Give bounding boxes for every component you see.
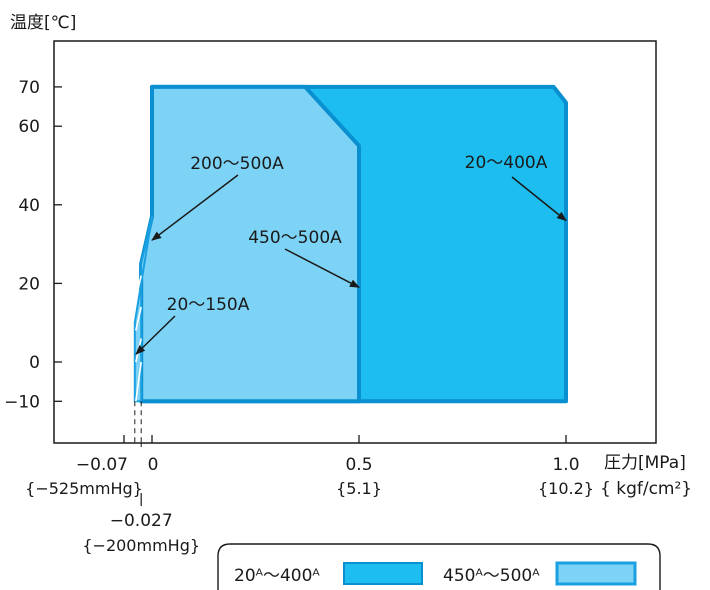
annotation-label: 200〜500A xyxy=(190,154,284,174)
region-layer xyxy=(133,84,568,404)
legend-swatch-1 xyxy=(555,561,637,586)
y-tick-label: 0 xyxy=(29,353,40,373)
x-tick-sublabel: {5.1} xyxy=(336,479,382,498)
annotation-label: 450〜500A xyxy=(248,228,342,248)
series-region-2 xyxy=(133,215,153,403)
x-tick-label: 0.5 xyxy=(345,455,372,475)
y-tick-label: −10 xyxy=(4,392,40,412)
x-tick-label: 0 xyxy=(148,455,159,475)
y-tick-label: 60 xyxy=(18,117,40,137)
extra-tick-label: −0.027 xyxy=(110,511,173,531)
annotation-arrow xyxy=(135,315,176,355)
legend-label-0: 20ᴬ〜400ᴬ xyxy=(234,566,320,586)
y-axis-title: 温度[℃] xyxy=(10,13,76,33)
plot-frame xyxy=(53,40,657,444)
x-axis-title-unit: { kgf/cm²} xyxy=(600,479,692,499)
y-tick-label: 40 xyxy=(18,196,40,216)
x-tick-label: 1.0 xyxy=(552,455,579,475)
legend-frame xyxy=(217,543,661,590)
annotation-label: 20〜400A xyxy=(465,153,548,173)
legend-label-1: 450ᴬ〜500ᴬ xyxy=(443,566,540,586)
tick-layer: 70 60 40 20 0 −10 −0.07 {−525mmHg} 0 0.5 {5.1} 1.0 {… xyxy=(4,78,594,555)
y-tick-label: 70 xyxy=(18,78,40,98)
x-axis-title: 圧力[MPa] xyxy=(604,453,686,473)
annotation-arrow xyxy=(511,176,567,222)
legend: 20ᴬ〜400ᴬ 450ᴬ〜500ᴬ xyxy=(217,543,661,590)
hatch-line xyxy=(135,361,142,402)
hatch-line xyxy=(135,275,142,300)
legend-swatch-0 xyxy=(343,562,423,585)
y-tick-label: 20 xyxy=(18,274,40,294)
annotation-layer: 200〜500A 20〜400A 450〜500A 20〜150A xyxy=(135,153,567,355)
annotation-label: 20〜150A xyxy=(167,295,250,315)
annotation-arrow xyxy=(151,174,239,241)
annotation-arrow xyxy=(284,248,360,288)
x-tick-sublabel: {10.2} xyxy=(538,479,594,498)
x-tick-sublabel: {−525mmHg} xyxy=(25,479,143,498)
x-tick-label: −0.07 xyxy=(76,455,128,475)
hatch-line xyxy=(135,306,142,331)
extra-tick-sublabel: {−200mmHg} xyxy=(82,536,200,555)
